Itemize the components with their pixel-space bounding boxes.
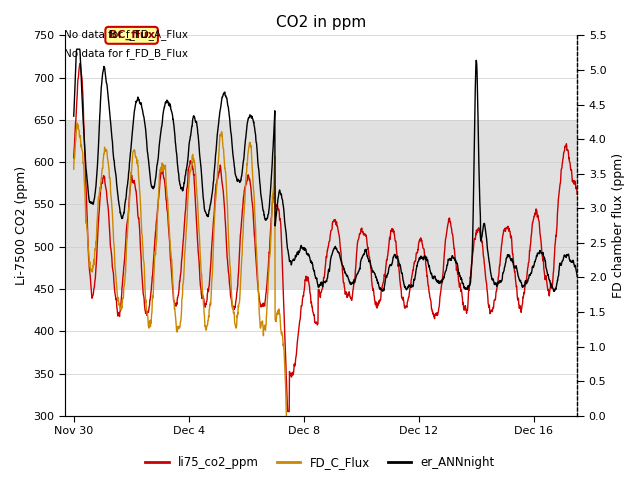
Legend: li75_co2_ppm, FD_C_Flux, er_ANNnight: li75_co2_ppm, FD_C_Flux, er_ANNnight bbox=[140, 452, 500, 474]
Y-axis label: FD chamber flux (ppm): FD chamber flux (ppm) bbox=[612, 153, 625, 298]
Bar bbox=[65, 120, 577, 289]
Text: No data for f_FD_A_Flux: No data for f_FD_A_Flux bbox=[64, 29, 188, 40]
Title: CO2 in ppm: CO2 in ppm bbox=[276, 15, 366, 30]
Bar bbox=[65, 289, 577, 416]
Bar bbox=[65, 36, 577, 120]
Text: BC_flux: BC_flux bbox=[109, 30, 155, 40]
Text: No data for f_FD_B_Flux: No data for f_FD_B_Flux bbox=[64, 48, 188, 59]
Y-axis label: Li-7500 CO2 (ppm): Li-7500 CO2 (ppm) bbox=[15, 166, 28, 285]
